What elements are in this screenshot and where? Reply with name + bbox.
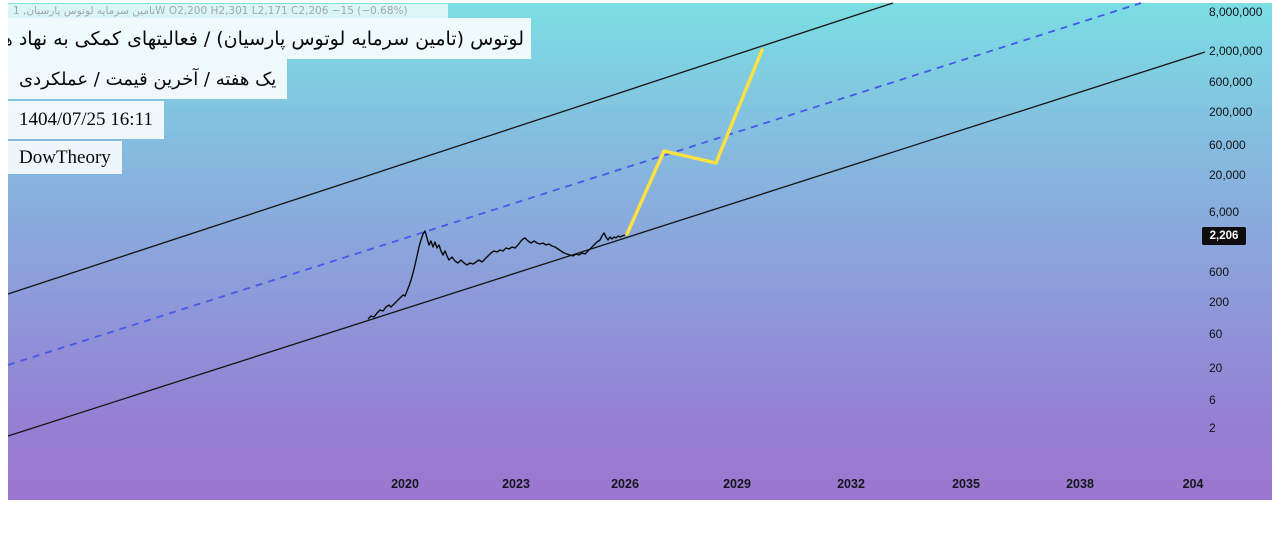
price-axis-label: 20 <box>1209 361 1223 375</box>
projection-line[interactable] <box>625 48 764 236</box>
time-axis-label: 2038 <box>1066 477 1094 491</box>
channel_upper-line[interactable] <box>7 2 894 295</box>
price-axis-label: 60 <box>1209 327 1223 341</box>
price-axis-label: 200 <box>1209 295 1230 309</box>
time-axis-label: 2023 <box>502 477 530 491</box>
subtitle-text-box[interactable]: یک هفته / آخرین قیمت / عملکردی <box>8 59 288 99</box>
title-text: لوتوس (تامین سرمایه لوتوس پارسیان) / فعا… <box>8 27 524 50</box>
price-axis-label: 8,000,000 <box>1209 5 1263 19</box>
title-text-box[interactable]: لوتوس (تامین سرمایه لوتوس پارسیان) / فعا… <box>8 18 531 59</box>
price-line <box>367 230 626 320</box>
time-axis-label: 204 <box>1182 477 1204 491</box>
subtitle-text: یک هفته / آخرین قیمت / عملکردی <box>19 68 277 90</box>
datetime-text-box[interactable]: 1404/07/25 16:11 <box>8 101 164 139</box>
symbol-ohlc-legend[interactable]: تامین سرمایه لوتوس پارسیان, 1W O2,200 H2… <box>8 4 448 18</box>
symbol-ohlc-legend-text: تامین سرمایه لوتوس پارسیان, 1W O2,200 H2… <box>13 5 408 17</box>
price-axis-label: 20,000 <box>1209 168 1246 182</box>
channel_lower-line[interactable] <box>7 51 1206 437</box>
footer-bar: TradingView <box>0 500 1282 535</box>
channel_mid-line[interactable] <box>7 2 1142 366</box>
price-axis-label: 2,000,000 <box>1209 44 1263 58</box>
time-axis-label: 2029 <box>723 477 751 491</box>
time-axis-label: 2026 <box>611 477 639 491</box>
price-axis-label: 600 <box>1209 265 1230 279</box>
time-axis-label: 2020 <box>391 477 419 491</box>
price-axis-label: 6,000 <box>1209 205 1240 219</box>
price-axis-label: 600,000 <box>1209 75 1253 89</box>
price-axis-label: 6 <box>1209 393 1216 407</box>
last-price-badge: 2,206 <box>1202 227 1246 245</box>
price-axis-label: 2 <box>1209 421 1216 435</box>
price-axis-label: 200,000 <box>1209 105 1253 119</box>
strategy-text-box[interactable]: DowTheory <box>8 141 122 174</box>
datetime-text: 1404/07/25 16:11 <box>19 109 153 130</box>
strategy-text: DowTheory <box>19 146 111 168</box>
price-axis-label: 60,000 <box>1209 138 1246 152</box>
time-axis-label: 2035 <box>952 477 980 491</box>
time-axis-label: 2032 <box>837 477 865 491</box>
